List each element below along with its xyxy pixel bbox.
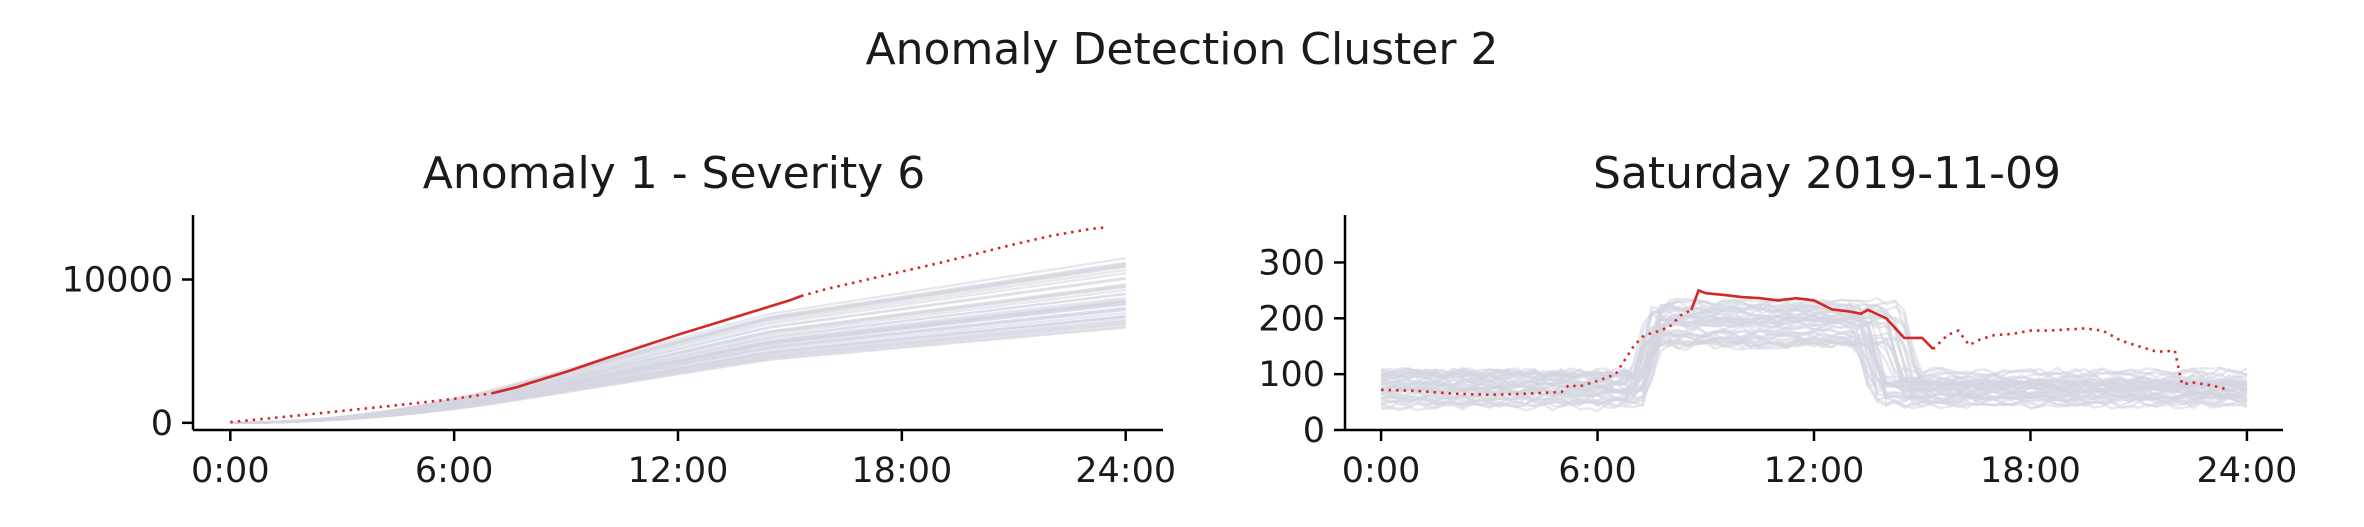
anomaly-line-dotted — [1932, 327, 2230, 392]
x-tick-label: 24:00 — [2196, 451, 2297, 491]
x-tick-label: 18:00 — [851, 451, 952, 491]
background-series-group — [1380, 296, 2248, 413]
y-tick-label: 0 — [1303, 411, 1325, 451]
y-tick-label: 10000 — [62, 261, 173, 301]
x-tick-label: 18:00 — [1980, 451, 2081, 491]
x-tick-label: 6:00 — [415, 451, 494, 491]
x-tick-label: 24:00 — [1075, 451, 1176, 491]
x-tick-label: 0:00 — [1342, 451, 1421, 491]
x-tick-label: 12:00 — [1764, 451, 1865, 491]
x-tick-label: 0:00 — [191, 451, 270, 491]
x-tick-label: 12:00 — [628, 451, 729, 491]
background-series-line — [1380, 338, 2248, 389]
y-tick-label: 300 — [1258, 243, 1325, 283]
anomaly-series-group — [230, 225, 1108, 424]
anomaly-line-solid — [491, 294, 802, 395]
background-series-line — [1380, 306, 2248, 390]
panel-title-cumulative: Anomaly 1 - Severity 6 — [423, 148, 926, 199]
panel-daily: Saturday 2019-11-09 0:00 6:00 12:00 18:00 24… — [1258, 148, 2297, 491]
anomaly-line-solid — [1690, 288, 1935, 350]
axes: 0:00 6:00 12:00 18:00 24:00 0 100 200 300 — [1258, 215, 2297, 491]
background-series-group — [230, 257, 1126, 424]
background-series-line — [230, 272, 1126, 424]
figure-title: Anomaly Detection Cluster 2 — [866, 24, 1499, 75]
x-tick-label: 6:00 — [1558, 451, 1637, 491]
panel-title-daily: Saturday 2019-11-09 — [1593, 148, 2061, 199]
background-series-line — [1380, 336, 2248, 407]
background-series-line — [230, 299, 1126, 424]
y-tick-label: 200 — [1258, 299, 1325, 339]
axes: 0:00 6:00 12:00 18:00 24:00 0 10000 — [62, 215, 1176, 491]
anomaly-line-dotted — [800, 225, 1108, 298]
y-tick-label: 100 — [1258, 355, 1325, 395]
background-series-line — [230, 277, 1126, 424]
y-tick-label: 0 — [151, 404, 173, 444]
panel-cumulative: Anomaly 1 - Severity 6 0:00 6:00 12:00 18:0… — [62, 148, 1176, 491]
background-series-line — [1380, 329, 2248, 385]
background-series-line — [1380, 324, 2248, 408]
anomaly-line-dotted — [1381, 308, 1692, 397]
anomaly-series-group — [1381, 288, 2230, 397]
background-series-line — [1380, 299, 2248, 396]
anomaly-line-dotted — [230, 392, 492, 424]
